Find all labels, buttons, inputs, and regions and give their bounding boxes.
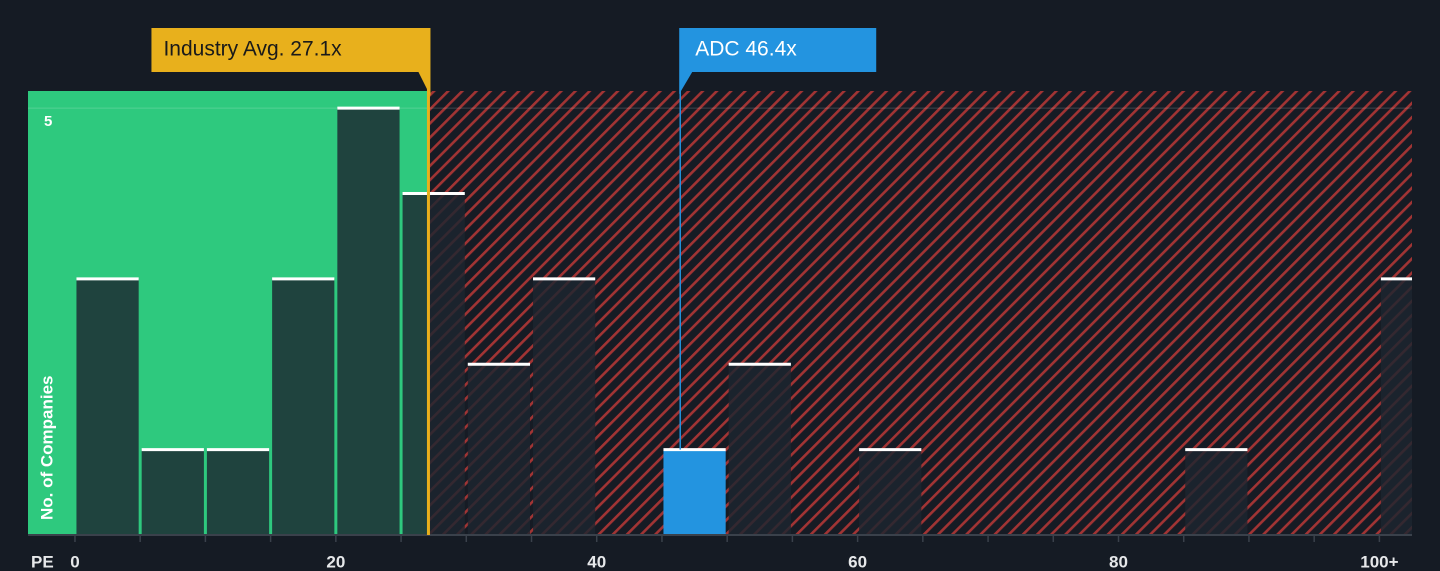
bar <box>272 278 335 535</box>
bar <box>76 278 139 535</box>
industry-label: Industry Avg. 27.1x <box>163 38 342 61</box>
x-tick-label: 0 <box>70 552 79 571</box>
x-tick-label: 80 <box>1109 552 1128 571</box>
x-tick-label: 60 <box>848 552 867 571</box>
bar <box>467 364 531 535</box>
bar <box>206 449 270 535</box>
highlight-bar <box>663 449 726 535</box>
company-callout <box>679 28 877 94</box>
bar <box>402 193 465 535</box>
x-tick-label: 40 <box>587 552 606 571</box>
bar <box>1185 449 1248 535</box>
bar <box>728 364 791 535</box>
x-tick-label: 100+ <box>1360 552 1398 571</box>
x-tick-label: 20 <box>326 552 345 571</box>
y-tick-label: 5 <box>44 113 52 130</box>
industry-callout <box>151 28 431 96</box>
company-label: ADC 46.4x <box>695 38 797 61</box>
bar <box>141 449 204 535</box>
bar <box>533 278 596 535</box>
bars <box>76 106 1412 536</box>
bar <box>337 108 400 536</box>
x-axis-label: PE <box>31 552 54 571</box>
bar <box>1380 278 1412 535</box>
y-axis-label: No. of Companies <box>37 375 56 520</box>
bar <box>859 449 922 535</box>
